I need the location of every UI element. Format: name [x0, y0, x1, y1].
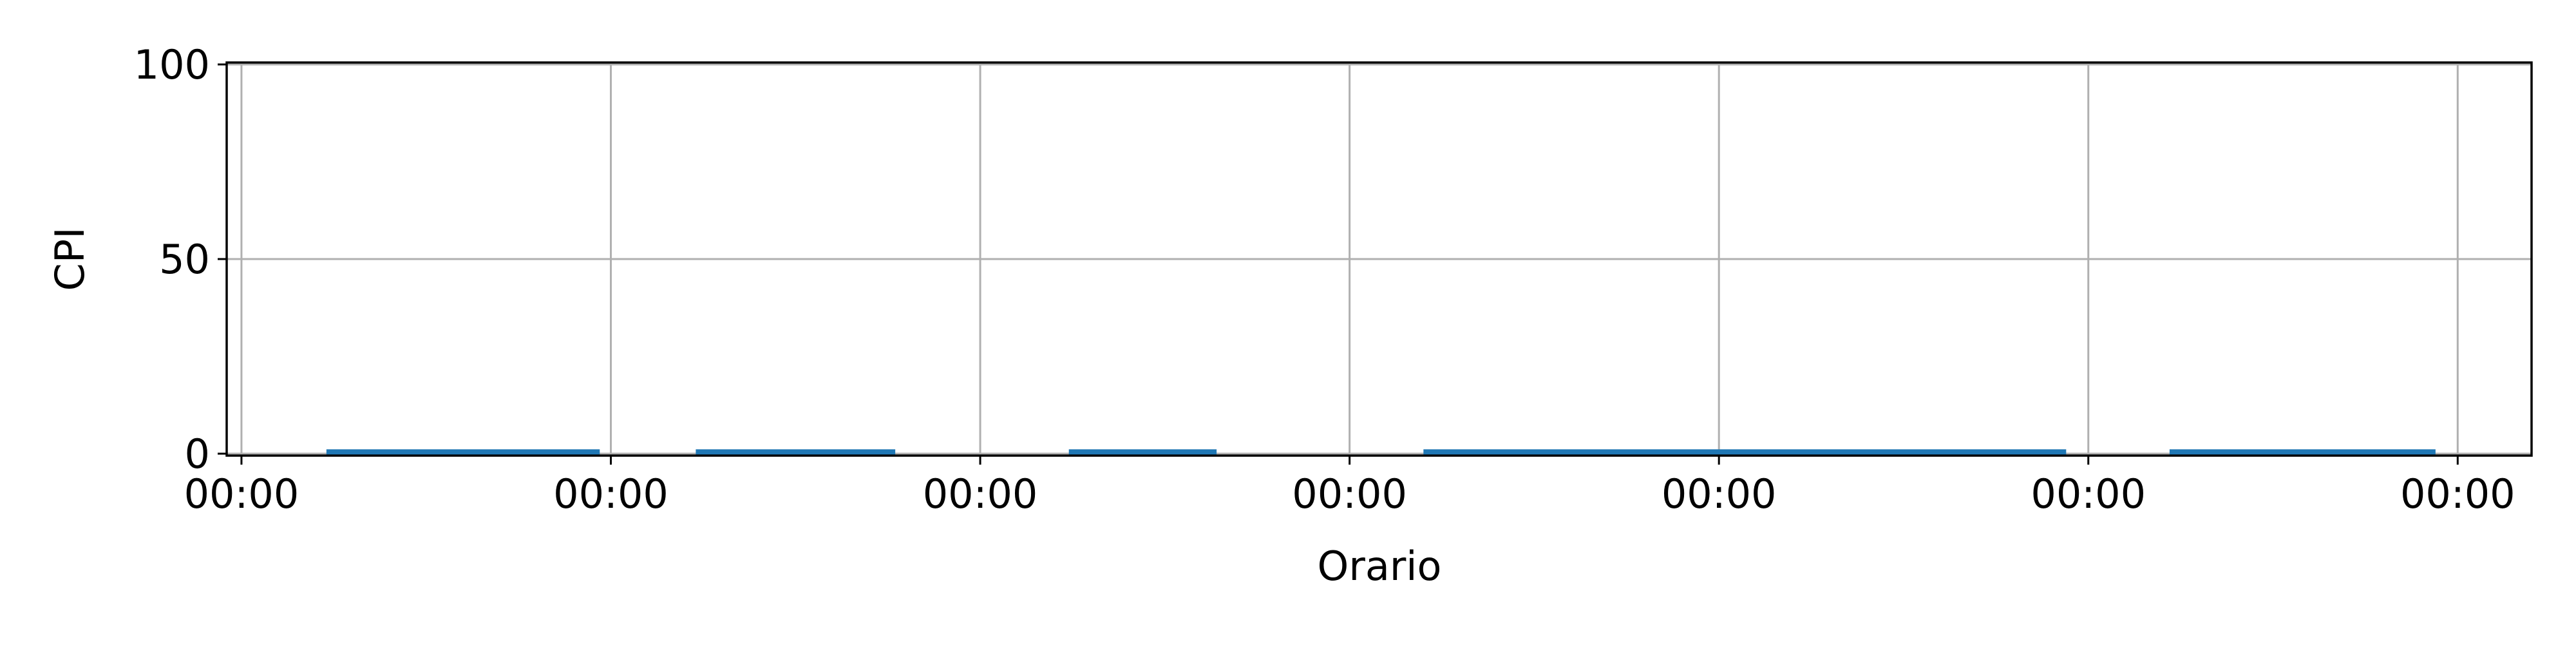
x-tick-label: 00:00 [1292, 470, 1407, 517]
x-axis-label: Orario [1318, 543, 1442, 590]
x-axis: 00:00 00:00 00:00 00:00 00:00 00:00 00:00 [184, 456, 2515, 517]
y-tick-label: 100 [134, 41, 210, 88]
y-tick-label: 50 [159, 236, 210, 283]
x-tick-label: 00:00 [923, 470, 1038, 517]
x-tick-label: 00:00 [184, 470, 299, 517]
x-tick-label: 00:00 [2400, 470, 2515, 517]
grid-lines [227, 63, 2532, 456]
y-tick-label: 0 [185, 430, 210, 478]
y-axis-label: CPI [46, 227, 93, 291]
x-tick-label: 00:00 [2031, 470, 2146, 517]
x-tick-label: 00:00 [553, 470, 668, 517]
y-axis: 0 50 100 [134, 41, 227, 478]
x-tick-label: 00:00 [1662, 470, 1777, 517]
